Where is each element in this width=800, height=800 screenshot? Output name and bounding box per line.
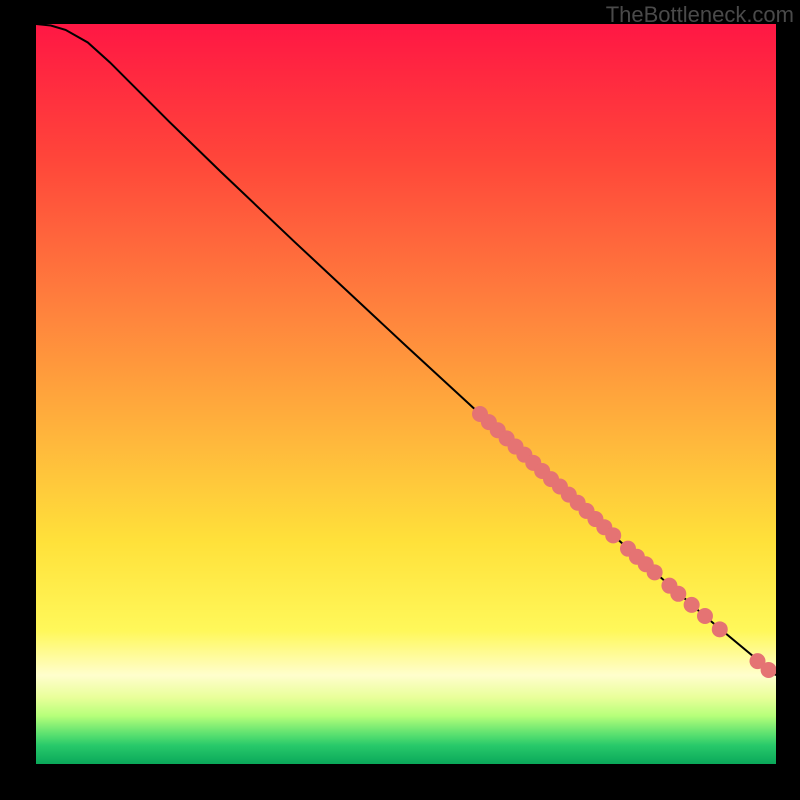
marker-point — [712, 621, 728, 637]
chart-background — [36, 24, 776, 764]
marker-point — [670, 586, 686, 602]
marker-point — [761, 662, 776, 678]
marker-point — [647, 564, 663, 580]
chart-svg — [36, 24, 776, 764]
marker-point — [697, 608, 713, 624]
watermark-text: TheBottleneck.com — [606, 2, 794, 28]
marker-point — [605, 527, 621, 543]
marker-point — [684, 597, 700, 613]
chart-plot-area — [36, 24, 776, 764]
